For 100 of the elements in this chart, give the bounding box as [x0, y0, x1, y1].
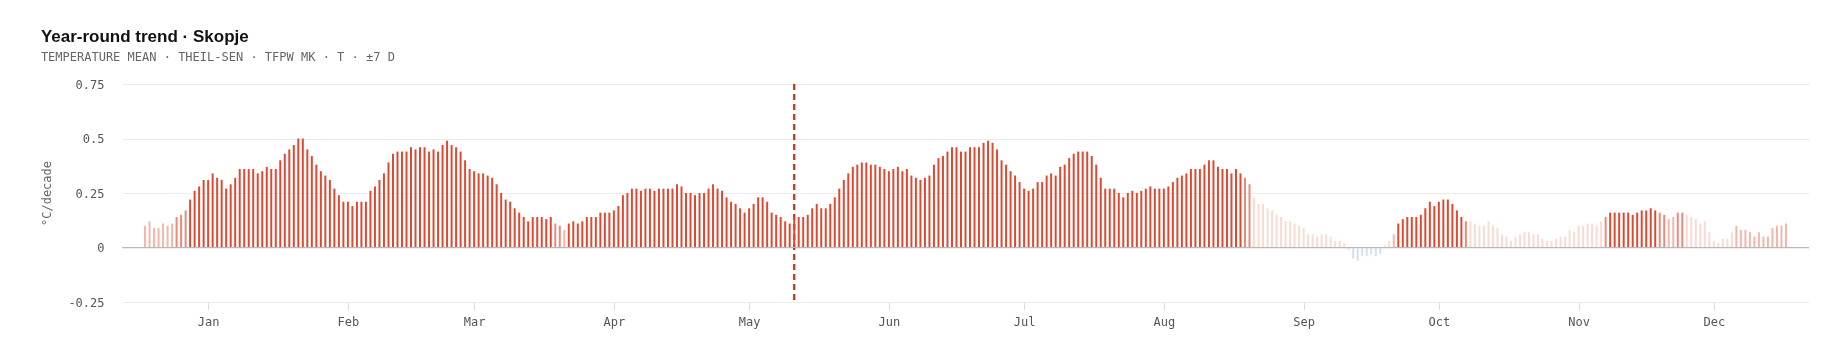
bar [910, 175, 913, 248]
bar [1090, 155, 1093, 248]
bar [1446, 199, 1449, 248]
bar [883, 169, 886, 248]
bar [531, 216, 534, 248]
bar [355, 201, 358, 248]
bar [545, 219, 548, 248]
bar [1690, 216, 1693, 248]
x-tick-label: May [738, 314, 761, 329]
bar [1162, 188, 1165, 248]
x-tick-label: Jun [878, 314, 901, 329]
bar [1424, 208, 1427, 248]
bar [937, 158, 940, 248]
bar [198, 186, 201, 248]
bar [1077, 151, 1080, 248]
x-tick-label: Jul [1013, 314, 1036, 329]
bar [775, 214, 778, 248]
bar [1257, 203, 1260, 248]
bar [229, 184, 232, 248]
bar [373, 186, 376, 248]
bar [522, 216, 525, 248]
bar [301, 138, 304, 248]
bar [1451, 203, 1454, 248]
bar [382, 173, 385, 248]
bar [1198, 169, 1201, 248]
bar [180, 214, 183, 248]
bar [1735, 225, 1738, 248]
y-tick-label: 0 [97, 241, 105, 255]
bar [171, 223, 174, 248]
bar [599, 212, 602, 248]
bar [680, 186, 683, 248]
bar [955, 147, 958, 248]
bar [396, 151, 399, 248]
bar [576, 223, 579, 248]
bar [265, 166, 268, 248]
bar [225, 188, 228, 248]
bar [1302, 227, 1305, 248]
bar [1167, 186, 1170, 248]
bar [558, 225, 561, 248]
bar [491, 177, 494, 248]
bar [675, 184, 678, 248]
bar [1622, 212, 1625, 248]
bar [1505, 236, 1508, 248]
bar [901, 171, 904, 248]
bar [648, 188, 651, 248]
bar [1113, 188, 1116, 248]
bar [315, 164, 318, 248]
bar [1667, 219, 1670, 248]
bar [162, 223, 165, 248]
bar [1645, 210, 1648, 248]
bar [428, 151, 431, 248]
bar [914, 177, 917, 248]
bar [157, 227, 160, 248]
bar [1460, 216, 1463, 248]
bar [896, 166, 899, 248]
bar [1248, 184, 1251, 248]
bar [1744, 230, 1747, 248]
bar [1000, 160, 1003, 248]
bar [486, 175, 489, 248]
bar [1672, 216, 1675, 248]
x-tick-label: Nov [1568, 314, 1590, 329]
bar [1045, 175, 1048, 248]
bar [1180, 175, 1183, 248]
bar [1027, 190, 1030, 248]
bar [878, 166, 881, 248]
bar [1613, 212, 1616, 248]
bar [923, 177, 926, 248]
bar [1726, 238, 1729, 248]
bar [527, 221, 530, 248]
bar [1122, 197, 1125, 248]
bar [581, 221, 584, 248]
bar [865, 162, 868, 248]
bar [793, 216, 796, 248]
bar [1284, 221, 1287, 248]
bar [1523, 232, 1526, 248]
bar [1721, 238, 1724, 248]
bar [1275, 214, 1278, 248]
bar [1604, 216, 1607, 248]
bar [446, 140, 449, 248]
bar [987, 140, 990, 248]
bar [874, 164, 877, 248]
y-tick-label: 0.25 [75, 186, 105, 201]
bar [1762, 236, 1765, 248]
bar [455, 147, 458, 248]
bar [252, 169, 255, 248]
bar [1099, 177, 1102, 248]
bar [1185, 173, 1188, 248]
bar [743, 212, 746, 248]
bar [766, 201, 769, 248]
bar [1708, 232, 1711, 248]
bar [685, 193, 687, 248]
bar [779, 216, 782, 248]
bar [216, 177, 219, 248]
bar [1685, 214, 1688, 248]
chart-title: Year-round trend · Skopje [40, 27, 249, 46]
bar [1311, 234, 1314, 248]
bar [969, 147, 972, 248]
x-tick-label: Dec [1703, 314, 1726, 329]
bar [509, 201, 512, 248]
bar [333, 188, 336, 248]
